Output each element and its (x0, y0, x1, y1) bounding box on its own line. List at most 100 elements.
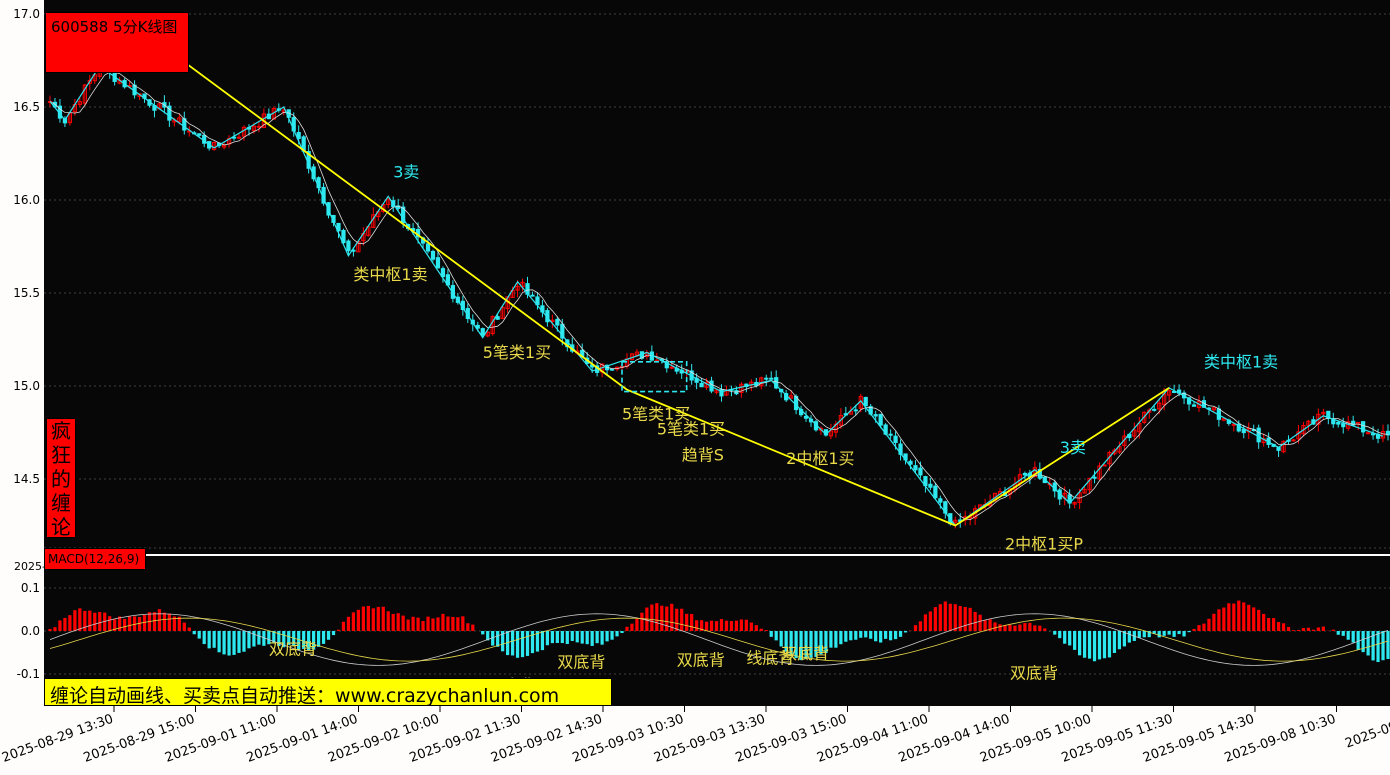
macd-bar (943, 601, 947, 631)
macd-bar (386, 611, 390, 631)
macd-bar (242, 631, 246, 652)
macd-bar (321, 631, 326, 644)
candle-body (296, 132, 301, 139)
macd-bar (660, 605, 664, 631)
macd-bar (555, 631, 559, 643)
macd-label: MACD(12,26,9) (48, 552, 140, 566)
macd-bar (501, 631, 505, 652)
macd-bar (481, 631, 485, 635)
macd-bar (272, 631, 276, 643)
macd-bar (1381, 631, 1385, 661)
macd-bar (1112, 631, 1117, 653)
candle-body (764, 377, 769, 380)
macd-bar (202, 631, 206, 645)
macd-bar (1217, 609, 1221, 631)
candle-body (197, 133, 202, 136)
macd-bar (431, 618, 435, 631)
zhongshu-rect (621, 361, 688, 393)
macd-bar (545, 631, 550, 646)
side-label-box: 疯 狂 的 缠 论 (46, 418, 76, 539)
macd-bar (1351, 631, 1355, 643)
macd-bar (520, 631, 525, 658)
candle-body (739, 383, 744, 393)
candle-body (386, 198, 391, 205)
macd-bar (685, 613, 689, 631)
macd-bar (1336, 631, 1340, 635)
annotation-label: 5笔类1买 (622, 404, 690, 423)
macd-bar (550, 631, 554, 644)
macd-bar (1296, 630, 1301, 631)
macd-bar (371, 608, 375, 631)
macd-bar (1028, 622, 1032, 631)
macd-bar (406, 619, 410, 631)
macd-bar (336, 629, 341, 631)
macd-bar (326, 631, 331, 640)
macd-bar (759, 628, 763, 631)
macd-bar (426, 616, 430, 631)
candle-body (1231, 423, 1236, 426)
macd-bar (262, 631, 266, 646)
macd-bar (978, 614, 982, 631)
candle-body (828, 430, 834, 437)
macd-bar (98, 611, 102, 631)
macd-bar (1197, 625, 1201, 631)
ad-text: 缠论自动画线、买卖点自动推送：www.crazychanlun.com (50, 685, 560, 707)
macd-bar (212, 631, 216, 648)
macd-bar (1087, 631, 1092, 659)
macd-bar (809, 631, 813, 658)
macd-bar (928, 611, 933, 631)
macd-bar (277, 631, 281, 647)
macd-bar (247, 631, 251, 649)
candle-body (873, 414, 878, 417)
macd-bar (446, 616, 450, 631)
bi-line-series (49, 65, 1384, 527)
annotation-label: 5笔类1买 (483, 343, 551, 362)
macd-bar (461, 616, 465, 631)
macd-bar (769, 631, 773, 637)
candle-body (1351, 420, 1356, 426)
candle-body (1211, 407, 1217, 411)
macd-bar (132, 616, 137, 631)
macd-bar (650, 604, 654, 631)
candle-body (236, 136, 242, 139)
candle-body (336, 222, 341, 232)
macd-bar (127, 616, 132, 631)
candle-body (177, 117, 182, 123)
macd-bar (774, 631, 778, 641)
macd-bar (152, 612, 157, 631)
macd-bar (640, 612, 644, 631)
macd-bar (1008, 624, 1012, 631)
macd-bar (1321, 626, 1325, 631)
candle-body (1022, 472, 1028, 476)
candle-body (1152, 408, 1157, 411)
macd-bar (884, 631, 888, 639)
candle-body (1341, 423, 1346, 428)
candle-body (560, 323, 565, 339)
macd-bar (804, 631, 808, 660)
macd-bar (963, 607, 967, 631)
macd-bar (1331, 629, 1335, 631)
macd-bar (993, 622, 997, 631)
macd-bar (1038, 625, 1042, 631)
candle-body (918, 467, 923, 476)
macd-bar (695, 620, 699, 631)
candle-body (1241, 428, 1246, 434)
macd-bar (267, 631, 271, 645)
candle-body (1097, 465, 1102, 480)
y-tick-label: 17.0 (13, 7, 40, 21)
ad-banner[interactable]: 缠论自动画线、买卖点自动推送：www.crazychanlun.com (44, 678, 612, 707)
macd-bar (1376, 631, 1380, 663)
candle-body (555, 318, 560, 326)
macd-bar (953, 604, 957, 631)
macd-bar (391, 613, 395, 631)
candle-body (530, 294, 535, 297)
candle-body (1321, 411, 1326, 415)
candle-body (485, 331, 490, 337)
macd-bar (585, 631, 589, 645)
macd-bar (1152, 631, 1156, 634)
macd-bar (903, 631, 908, 633)
candle-body (1236, 423, 1241, 432)
macd-bar (630, 623, 634, 631)
macd-bar (466, 623, 470, 631)
macd-bar (1167, 631, 1171, 635)
